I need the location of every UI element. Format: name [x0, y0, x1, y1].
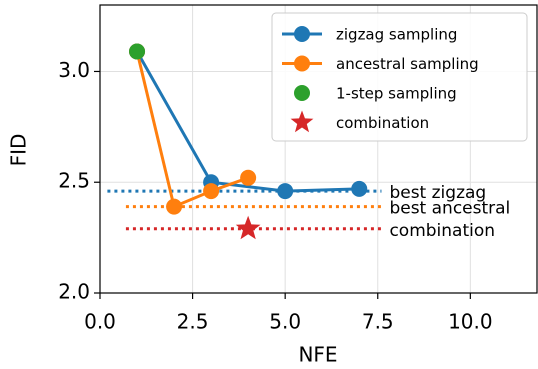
point [166, 198, 183, 215]
reference-label: best ancestral [389, 199, 510, 219]
legend-label: ancestral sampling [336, 55, 479, 73]
point [203, 183, 220, 200]
plot-frame [99, 4, 538, 294]
point [129, 43, 146, 60]
series-line [135, 51, 249, 209]
reference-label: combination [389, 221, 495, 241]
legend-marker [294, 55, 310, 72]
reference-label: best zigzag [389, 183, 486, 203]
y-tick-label: 3.0 [58, 58, 90, 82]
legend-label: zigzag sampling [336, 26, 457, 44]
legend-marker [290, 110, 314, 133]
legend-box [271, 12, 528, 142]
x-tick-label: 7.5 [362, 310, 394, 334]
legend-marker [294, 85, 310, 101]
legend: zigzag sampling ancestral sampling 1-step … [271, 12, 528, 142]
point [235, 215, 261, 240]
x-tick-label: 5.0 [269, 310, 301, 334]
x-axis-label: NFE [298, 343, 337, 367]
series-line [135, 50, 360, 193]
point [240, 169, 257, 186]
point [277, 183, 294, 200]
point [351, 180, 368, 197]
y-tick-label: 2.5 [58, 169, 90, 193]
x-tick-label: 0.0 [84, 310, 116, 334]
legend-label: combination [336, 114, 429, 132]
x-tick-label: 2.5 [177, 310, 209, 334]
y-tick-label: 2.0 [58, 280, 90, 304]
legend-label: 1-step sampling [336, 85, 457, 103]
y-axis-label: FID [7, 134, 31, 167]
x-tick-label: 10.0 [448, 310, 493, 334]
legend-marker [294, 26, 310, 42]
